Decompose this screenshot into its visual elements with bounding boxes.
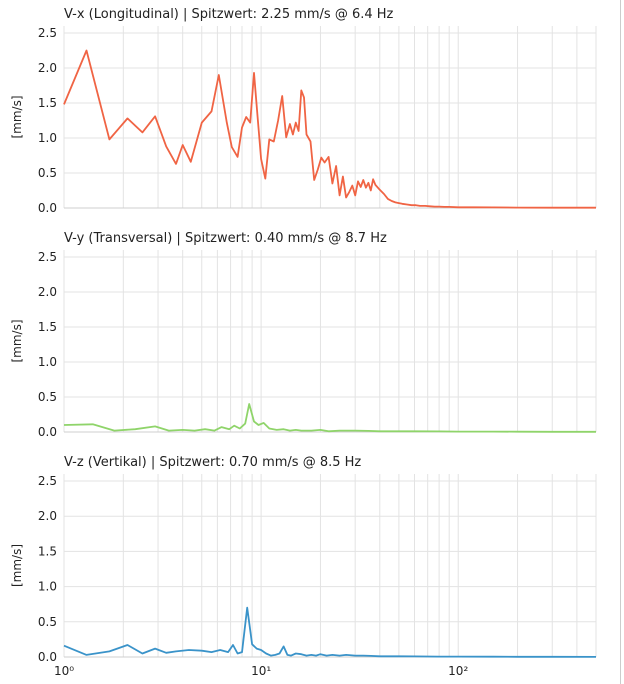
y-tick-label: 1.0 bbox=[38, 355, 57, 369]
y-axis-label: [mm/s] bbox=[10, 544, 24, 587]
y-tick-label: 0.5 bbox=[38, 166, 57, 180]
y-tick-label: 2.5 bbox=[38, 474, 57, 488]
y-tick-label: 2.5 bbox=[38, 26, 57, 40]
x-tick-label: 10² bbox=[448, 664, 468, 678]
series-line-0 bbox=[63, 606, 597, 658]
y-tick-label: 1.5 bbox=[38, 96, 57, 110]
y-axis-label: [mm/s] bbox=[10, 319, 24, 362]
chart-panel-0: 0.0 0.5 1.0 1.5 2.0 2.5 V-x (Longitudinal) | S… bbox=[10, 7, 597, 215]
chart-title: V-z (Vertikal) | Spitzwert: 0.70 mm/s @ … bbox=[64, 455, 361, 470]
y-tick-label: 0.5 bbox=[38, 390, 57, 404]
y-tick-label: 0.0 bbox=[38, 650, 57, 664]
chart-panel-1: 0.0 0.5 1.0 1.5 2.0 2.5 V-y (Transversal) | Sp… bbox=[10, 231, 597, 439]
y-tick-label: 1.0 bbox=[38, 131, 57, 145]
y-tick-label: 0.5 bbox=[38, 615, 57, 629]
chart-title: V-y (Transversal) | Spitzwert: 0.40 mm/s… bbox=[64, 231, 387, 246]
y-tick-label: 2.5 bbox=[38, 250, 57, 264]
x-tick-label: 10¹ bbox=[251, 664, 271, 678]
figure-border bbox=[620, 0, 621, 684]
y-tick-label: 1.0 bbox=[38, 580, 57, 594]
series-line-0 bbox=[63, 49, 596, 209]
y-tick-label: 0.0 bbox=[38, 201, 57, 215]
y-tick-label: 2.0 bbox=[38, 61, 57, 75]
chart-panel-2: 0.0 0.5 1.0 1.5 2.0 2.5 10⁰ 10¹ 10² V-z (Vertikal… bbox=[10, 455, 597, 678]
y-tick-label: 2.0 bbox=[38, 509, 57, 523]
y-tick-label: 1.5 bbox=[38, 320, 57, 334]
x-tick-label: 10⁰ bbox=[54, 664, 74, 678]
y-tick-label: 0.0 bbox=[38, 425, 57, 439]
y-axis-label: [mm/s] bbox=[10, 95, 24, 138]
y-tick-label: 1.5 bbox=[38, 544, 57, 558]
y-tick-label: 2.0 bbox=[38, 285, 57, 299]
chart-title: V-x (Longitudinal) | Spitzwert: 2.25 mm/… bbox=[64, 7, 394, 22]
series-line-0 bbox=[63, 403, 596, 433]
